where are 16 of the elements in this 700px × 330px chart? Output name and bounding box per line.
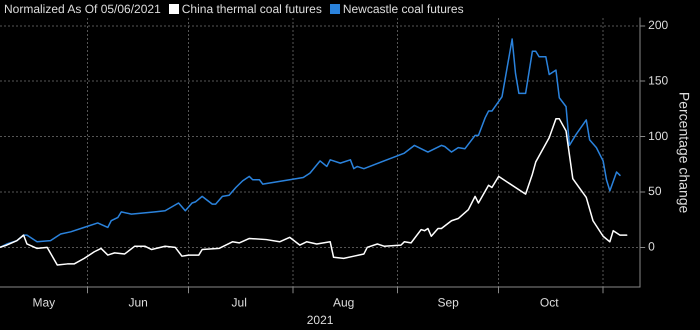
y-tick-label: 200	[648, 18, 669, 32]
legend-title: Normalized As Of 05/06/2021	[4, 2, 161, 16]
x-tick-label: Oct	[540, 296, 560, 310]
y-tick-label: 50	[648, 184, 662, 198]
y-tick-label: 150	[648, 73, 669, 88]
x-tick-label: Jun	[128, 296, 148, 310]
x-axis-title: 2021	[306, 313, 334, 328]
x-tick-label: Jul	[232, 296, 247, 310]
y-tick-label: 100	[648, 128, 669, 143]
y-axis-title: Percentage change	[676, 92, 693, 214]
x-tick-label: Aug	[332, 296, 354, 310]
legend-label: Newcastle coal futures	[342, 2, 464, 16]
y-tick-label: 0	[648, 240, 656, 254]
x-tick-label: Sep	[437, 296, 460, 310]
x-tick-label: May	[32, 296, 56, 310]
legend-label: China thermal coal futures	[182, 2, 322, 16]
